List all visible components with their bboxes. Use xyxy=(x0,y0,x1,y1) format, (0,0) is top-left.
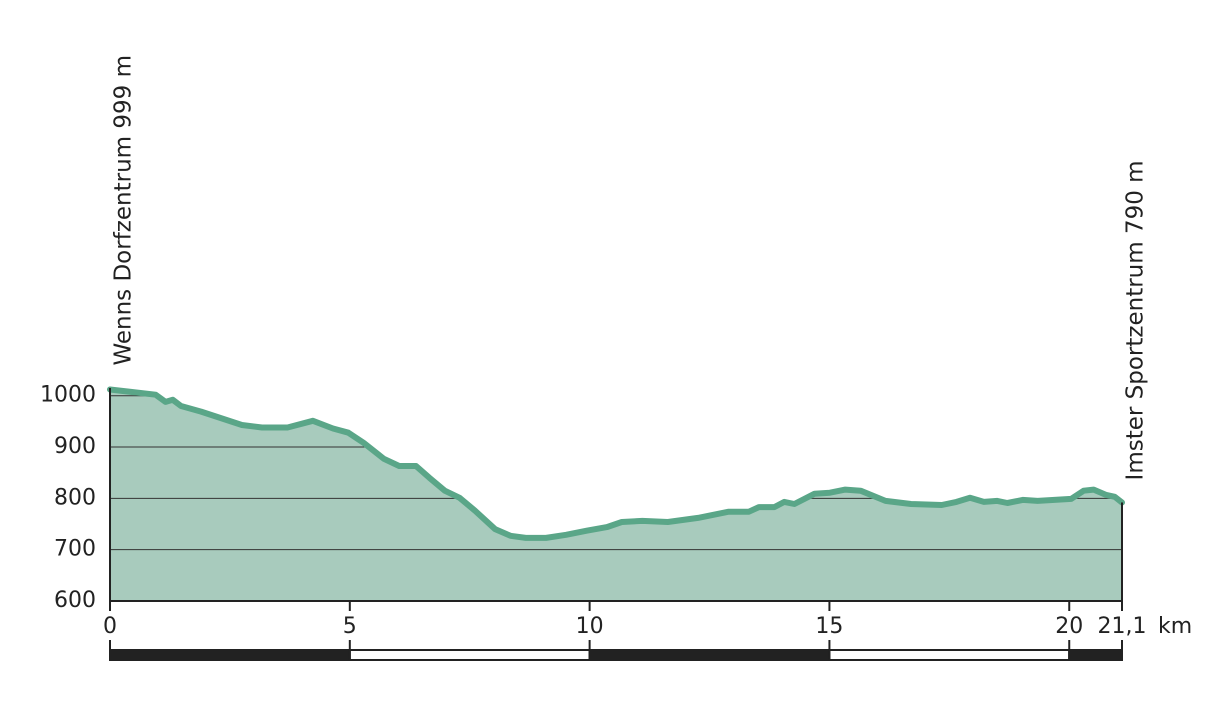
y-tick-label: 600 xyxy=(54,588,96,613)
x-tick-label: 5 xyxy=(343,614,357,639)
x-axis-unit: km xyxy=(1158,614,1192,639)
y-tick-label: 700 xyxy=(54,537,96,562)
scale-bar-segment xyxy=(109,649,351,661)
x-tick-label: 10 xyxy=(576,614,604,639)
x-tick-label: 20 xyxy=(1055,614,1083,639)
x-tick-label: 21,1 xyxy=(1098,614,1147,639)
scale-bar-segment xyxy=(1068,649,1123,661)
x-tick-label: 0 xyxy=(103,614,117,639)
y-tick-label: 900 xyxy=(54,434,96,459)
endpoint-label: Wenns Dorfzentrum 999 m xyxy=(111,55,137,366)
elevation-line xyxy=(107,386,1125,541)
scale-bar-segment xyxy=(588,649,831,661)
y-tick-label: 1000 xyxy=(40,383,96,408)
scale-bar-segment xyxy=(828,649,1071,661)
scale-bar-segment xyxy=(348,649,591,661)
y-tick-label: 800 xyxy=(54,485,96,510)
area xyxy=(110,389,1122,601)
endpoint-label: Imster Sportzentrum 790 m xyxy=(1123,160,1149,480)
x-tick-label: 15 xyxy=(815,614,843,639)
